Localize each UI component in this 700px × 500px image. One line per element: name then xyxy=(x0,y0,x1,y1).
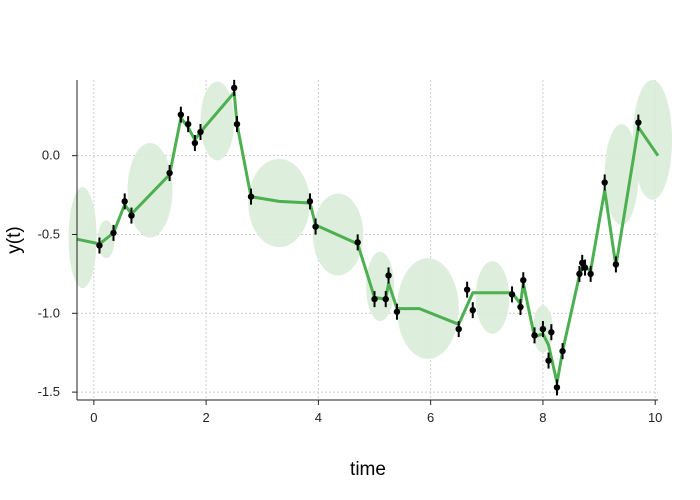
data-point-27 xyxy=(545,357,552,364)
data-point-21 xyxy=(469,306,476,314)
data-point-25 xyxy=(531,332,538,339)
data-point-31 xyxy=(576,270,583,278)
y-tick-label-2: -1.0 xyxy=(38,305,60,320)
data-point-13 xyxy=(312,223,319,230)
data-point-14 xyxy=(354,239,361,246)
data-point-19 xyxy=(455,325,462,333)
data-point-30 xyxy=(559,347,566,355)
grid-lines xyxy=(77,80,658,400)
data-point-24 xyxy=(520,276,527,284)
data-point-29 xyxy=(553,384,561,391)
uncertainty-band-7 xyxy=(396,258,459,360)
data-point-2 xyxy=(121,198,128,205)
data-point-28 xyxy=(548,329,555,336)
data-point-23 xyxy=(517,303,524,311)
data-point-37 xyxy=(635,119,642,126)
uncertainty-band-0 xyxy=(68,187,97,289)
data-point-22 xyxy=(508,291,516,298)
data-point-5 xyxy=(177,111,185,118)
x-tick-label-4: 8 xyxy=(539,410,546,425)
y-tick-label-3: -1.5 xyxy=(38,384,60,399)
x-tick-label-1: 2 xyxy=(202,410,209,425)
data-point-33 xyxy=(581,264,589,271)
uncertainty-bands xyxy=(68,80,673,360)
axes xyxy=(72,80,658,405)
tick-labels: 0 2 4 6 8 10 0.0 -0.5 -1.0 -1.5 xyxy=(38,148,663,425)
data-point-20 xyxy=(463,286,471,293)
data-point-1 xyxy=(110,229,117,237)
uncertainty-band-11 xyxy=(632,80,673,200)
uncertainty-band-4 xyxy=(248,158,310,248)
y-axis-label: y(t) xyxy=(4,226,25,253)
data-point-4 xyxy=(166,169,173,177)
data-point-10 xyxy=(233,120,241,128)
y-tick-label-1: -0.5 xyxy=(38,226,60,241)
data-point-16 xyxy=(382,295,389,303)
fit-line xyxy=(76,91,660,385)
data-point-3 xyxy=(128,212,135,219)
data-point-32 xyxy=(579,259,586,267)
fit-line-layer xyxy=(76,91,660,385)
data-point-17 xyxy=(385,272,392,279)
data-point-15 xyxy=(371,295,378,303)
data-point-7 xyxy=(191,139,199,147)
data-point-0 xyxy=(96,242,103,249)
uncertainty-band-6 xyxy=(366,251,395,322)
data-point-11 xyxy=(247,193,255,200)
x-tick-label-2: 4 xyxy=(315,410,322,425)
uncertainty-band-2 xyxy=(127,143,173,238)
uncertainty-band-8 xyxy=(475,261,510,334)
x-tick-label-5: 10 xyxy=(648,410,662,425)
data-point-26 xyxy=(539,325,547,333)
data-point-35 xyxy=(601,179,608,186)
data-point-6 xyxy=(184,120,192,128)
observation-points xyxy=(96,79,642,396)
x-tick-label-3: 6 xyxy=(427,410,434,425)
x-axis-label: time xyxy=(350,459,386,480)
data-point-18 xyxy=(393,308,401,315)
data-point-36 xyxy=(612,261,620,268)
data-point-12 xyxy=(306,198,314,205)
data-point-8 xyxy=(197,128,204,136)
x-tick-label-0: 0 xyxy=(90,410,97,425)
uncertainty-band-3 xyxy=(200,81,235,161)
data-point-34 xyxy=(587,270,594,278)
y-tick-label-0: 0.0 xyxy=(42,148,60,163)
uncertainty-band-10 xyxy=(604,124,639,226)
data-point-9 xyxy=(230,84,238,92)
